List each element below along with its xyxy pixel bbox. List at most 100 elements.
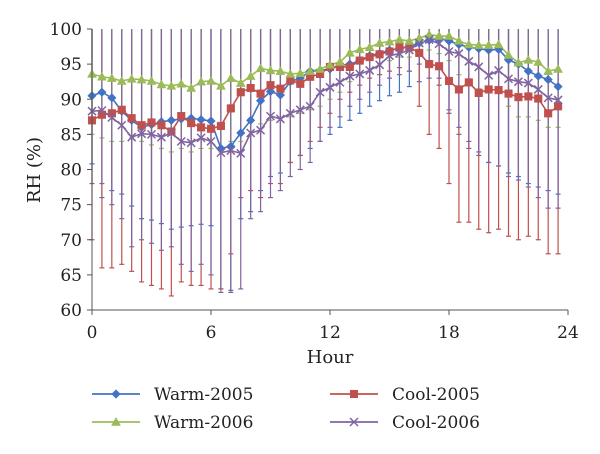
cool-2006-point	[285, 108, 295, 118]
cool-2005-point	[454, 85, 463, 94]
y-tick-label: 60	[60, 301, 82, 321]
warm-2005-point	[275, 90, 285, 100]
cool-2006-point	[196, 133, 206, 143]
cool-2006-point	[206, 136, 216, 146]
cool-2005-point	[494, 86, 503, 95]
cool-2005-point	[157, 121, 166, 130]
cool-2006-point	[454, 49, 464, 59]
warm-2006-point	[453, 35, 464, 45]
warm-2006-point	[126, 73, 137, 83]
warm-2006-point	[265, 65, 276, 75]
cool-2006-point	[523, 78, 533, 88]
cool-2006-point	[464, 56, 474, 66]
cool-2006-point	[434, 39, 444, 49]
x-tick-label: 18	[438, 323, 460, 343]
y-tick-label: 95	[60, 55, 82, 75]
warm-2005-point	[543, 75, 553, 85]
cool-2006-point	[424, 35, 434, 45]
cool-2005-point	[246, 83, 255, 93]
warm-2005-point	[206, 116, 216, 126]
cool-2005-point	[395, 43, 404, 52]
cool-2005-point	[177, 112, 186, 121]
legend-marker	[349, 389, 359, 399]
cool-2005-point	[236, 88, 245, 97]
cool-2006-point	[305, 101, 315, 111]
cool-2006-point	[335, 77, 345, 87]
cool-2006-point	[156, 132, 166, 142]
warm-2006-point	[325, 59, 335, 69]
warm-2006-point	[146, 75, 157, 85]
cool-2005-point	[97, 110, 106, 119]
warm-2006-point	[116, 75, 127, 85]
warm-2006-point	[305, 66, 316, 75]
warm-2006-point	[543, 66, 554, 75]
warm-2006-point	[275, 66, 286, 75]
warm-2006-point	[156, 79, 167, 89]
legend-marker	[111, 389, 121, 399]
x-tick-label: 0	[87, 323, 98, 343]
cool-2005-point	[425, 60, 434, 69]
cool-2006-point	[137, 129, 147, 139]
cool-2005-point	[375, 50, 384, 59]
cool-2005-point	[127, 114, 136, 123]
cool-2006-point	[166, 128, 176, 138]
warm-2006-point	[384, 36, 395, 46]
cool-2006-point	[295, 105, 305, 115]
cool-2005-point	[484, 85, 493, 94]
cool-2005-point	[444, 76, 454, 86]
cool-2005-point	[296, 79, 305, 88]
warm-2006-point	[493, 39, 504, 49]
warm-2006-point	[434, 31, 445, 40]
cool-2006-point	[513, 77, 523, 87]
warm-2005-point	[196, 115, 206, 125]
cool-2006-point	[355, 69, 365, 79]
cool-2005-point	[345, 62, 354, 71]
cool-2005-point	[197, 123, 206, 132]
cool-2006-point	[146, 129, 157, 139]
warm-2005-point	[533, 71, 543, 81]
cool-2005-point	[216, 121, 225, 130]
cool-2006-point	[226, 146, 236, 156]
y-ticks-group: 60 65 70 75 80 85 90 95 100	[50, 20, 92, 321]
cool-2006-point	[384, 51, 395, 61]
cool-2006-point	[394, 49, 404, 59]
warm-2005-point	[107, 93, 117, 103]
cool-2005-point	[167, 127, 176, 136]
warm-2006-point	[513, 57, 524, 67]
y-tick-label: 100	[50, 20, 82, 40]
warm-2005-point	[265, 86, 276, 97]
warm-2005-point	[523, 66, 533, 76]
warm-2006-point	[364, 42, 375, 52]
cool-2005-point	[435, 62, 444, 71]
legend-label: Cool-2006	[392, 413, 480, 433]
x-tick-label: 6	[206, 323, 217, 343]
x-tick-label: 12	[319, 323, 341, 343]
warm-2005-point	[216, 143, 226, 153]
warm-2006-point	[553, 64, 564, 73]
cool-2005-point	[385, 47, 394, 56]
y-axis-title: RH (%)	[24, 137, 45, 203]
cool-2005-point	[276, 84, 285, 93]
warm-2005-point	[246, 115, 256, 125]
cool-2005-point	[544, 109, 553, 118]
legend-marker	[349, 417, 359, 427]
series-markers-group	[87, 29, 564, 158]
cool-2005-point	[266, 81, 275, 90]
legend-item-warm-2005: Warm-2005	[92, 385, 253, 405]
cool-2006-point	[265, 111, 276, 121]
warm-2005-point	[553, 82, 563, 92]
warm-2006-point	[106, 73, 117, 82]
warm-2005-point	[236, 128, 246, 138]
y-tick-label: 90	[60, 90, 82, 110]
warm-2006-point	[483, 40, 494, 49]
cool-2006-point	[236, 148, 246, 158]
warm-2006-point	[503, 49, 514, 59]
cool-2006-point	[474, 62, 484, 72]
cool-2005-point	[187, 119, 196, 128]
y-tick-label: 85	[60, 125, 82, 145]
cool-2005-point	[504, 89, 513, 98]
warm-2006-point	[404, 35, 415, 45]
cool-2005-point	[415, 48, 424, 57]
legend-item-cool-2006: Cool-2006	[330, 413, 480, 433]
